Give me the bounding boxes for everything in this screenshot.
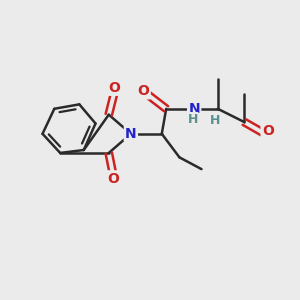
Text: H: H (188, 112, 198, 126)
Text: H: H (210, 114, 220, 127)
Text: O: O (138, 84, 149, 98)
Text: H: H (210, 114, 220, 127)
Text: N: N (125, 127, 137, 141)
Text: O: O (262, 124, 274, 138)
Text: O: O (107, 172, 119, 186)
Text: O: O (109, 81, 121, 94)
Text: H: H (188, 112, 198, 126)
Text: O: O (262, 124, 274, 138)
Text: N: N (188, 102, 200, 116)
Text: O: O (138, 84, 149, 98)
Text: N: N (125, 127, 137, 141)
Text: O: O (107, 172, 119, 186)
Text: O: O (109, 81, 121, 94)
Text: N: N (188, 102, 200, 116)
